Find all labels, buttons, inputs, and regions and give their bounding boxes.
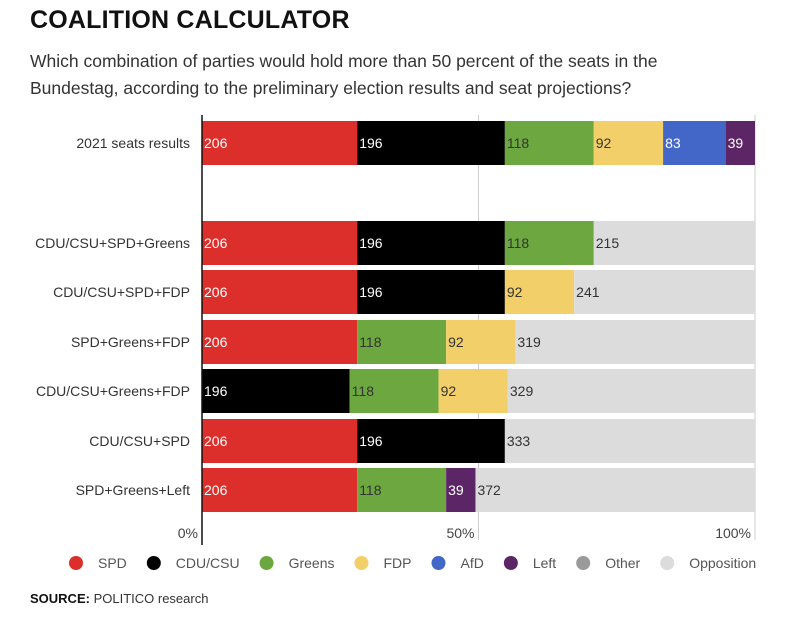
bar-segment-cdu-csu bbox=[357, 121, 505, 165]
bar-value-label: 92 bbox=[596, 135, 612, 151]
legend-swatch-other bbox=[576, 556, 591, 570]
bar-value-label: 118 bbox=[507, 135, 530, 151]
legend-label: Greens bbox=[289, 555, 335, 571]
bar-value-label: 196 bbox=[359, 433, 383, 449]
legend-label: AfD bbox=[461, 555, 484, 571]
bar-segment-left bbox=[446, 468, 476, 512]
bar-value-label: 206 bbox=[204, 433, 228, 449]
bar-value-label: 206 bbox=[204, 482, 228, 498]
x-tick-label: 100% bbox=[715, 525, 751, 541]
x-tick-label: 50% bbox=[446, 525, 474, 541]
source-label: SOURCE: bbox=[30, 591, 90, 606]
bar-segment-fdp bbox=[593, 121, 664, 165]
row-label: 2021 seats results bbox=[76, 135, 190, 151]
bar-value-label: 215 bbox=[596, 235, 620, 251]
bar-value-label: 206 bbox=[204, 284, 228, 300]
row-label: CDU/CSU+SPD+FDP bbox=[53, 284, 190, 300]
bar-value-label: 39 bbox=[728, 135, 744, 151]
legend-swatch-spd bbox=[69, 556, 83, 570]
bar-value-label: 319 bbox=[517, 334, 541, 350]
row-label: SPD+Greens+FDP bbox=[71, 334, 190, 350]
row-label: CDU/CSU+SPD bbox=[89, 433, 190, 449]
legend-label: FDP bbox=[384, 555, 412, 571]
legend-swatch-fdp bbox=[354, 556, 369, 570]
bar-value-label: 206 bbox=[204, 334, 228, 350]
bar-value-label: 196 bbox=[359, 284, 383, 300]
bar-segment-left bbox=[725, 121, 755, 165]
bar-value-label: 196 bbox=[359, 235, 383, 251]
bar-segment-greens bbox=[504, 121, 594, 165]
bar-value-label: 39 bbox=[448, 482, 464, 498]
bar-segment-spd bbox=[202, 419, 358, 463]
bar-value-label: 92 bbox=[448, 334, 464, 350]
bar-value-label: 118 bbox=[507, 235, 530, 251]
bar-segment-opposition bbox=[574, 270, 756, 314]
bar-segment-greens bbox=[357, 468, 447, 512]
legend-label: SPD bbox=[98, 555, 127, 571]
legend-swatch-left bbox=[503, 556, 518, 570]
bar-segment-greens bbox=[349, 369, 439, 413]
legend-swatch-opposition bbox=[660, 556, 675, 570]
row-label: SPD+Greens+Left bbox=[76, 482, 191, 498]
legend-label: Left bbox=[533, 555, 556, 571]
bar-segment-spd bbox=[202, 121, 358, 165]
bar-segment-opposition bbox=[504, 419, 756, 463]
bar-value-label: 206 bbox=[204, 135, 228, 151]
bar-value-label: 118 bbox=[352, 383, 375, 399]
bar-value-label: 329 bbox=[510, 383, 534, 399]
bar-segment-fdp bbox=[438, 369, 508, 413]
bar-segment-fdp bbox=[446, 320, 516, 364]
bar-segment-cdu-csu bbox=[357, 221, 505, 265]
bar-segment-spd bbox=[202, 468, 358, 512]
legend-swatch-greens bbox=[259, 556, 274, 570]
bar-segment-cdu-csu bbox=[357, 419, 505, 463]
bar-segment-opposition bbox=[515, 320, 756, 364]
legend-label: Opposition bbox=[689, 555, 756, 571]
bar-value-label: 92 bbox=[441, 383, 457, 399]
bar-value-label: 241 bbox=[576, 284, 600, 300]
bar-segment-fdp bbox=[504, 270, 575, 314]
bar-segment-greens bbox=[357, 320, 447, 364]
bar-value-label: 83 bbox=[665, 135, 681, 151]
bar-segment-opposition bbox=[507, 369, 756, 413]
bar-segment-cdu-csu bbox=[357, 270, 505, 314]
bar-value-label: 196 bbox=[204, 383, 228, 399]
row-label: CDU/CSU+SPD+Greens bbox=[35, 235, 190, 251]
bar-value-label: 92 bbox=[507, 284, 523, 300]
source-note: SOURCE: POLITICO research bbox=[30, 591, 208, 606]
x-tick-label: 0% bbox=[178, 525, 198, 541]
bar-value-label: 206 bbox=[204, 235, 228, 251]
bar-value-label: 372 bbox=[477, 482, 501, 498]
bar-segment-spd bbox=[202, 320, 358, 364]
bar-value-label: 333 bbox=[507, 433, 531, 449]
chart-title: COALITION CALCULATOR bbox=[30, 6, 350, 34]
bar-segment-afd bbox=[663, 121, 726, 165]
bar-segment-opposition bbox=[475, 468, 756, 512]
legend-swatch-cdu-csu bbox=[146, 556, 161, 570]
bar-value-label: 118 bbox=[359, 334, 382, 350]
legend-swatch-afd bbox=[431, 556, 446, 570]
bar-segment-greens bbox=[504, 221, 594, 265]
bar-segment-spd bbox=[202, 221, 358, 265]
row-label: CDU/CSU+Greens+FDP bbox=[36, 383, 190, 399]
bar-segment-opposition bbox=[593, 221, 756, 265]
bar-value-label: 196 bbox=[359, 135, 383, 151]
bar-segment-spd bbox=[202, 270, 358, 314]
bar-value-label: 118 bbox=[359, 482, 382, 498]
chart-subtitle: Which combination of parties would hold … bbox=[30, 51, 658, 98]
bar-segment-cdu-csu bbox=[202, 369, 350, 413]
source-text: POLITICO research bbox=[93, 591, 209, 606]
legend-label: CDU/CSU bbox=[176, 555, 240, 571]
legend-label: Other bbox=[605, 555, 640, 571]
